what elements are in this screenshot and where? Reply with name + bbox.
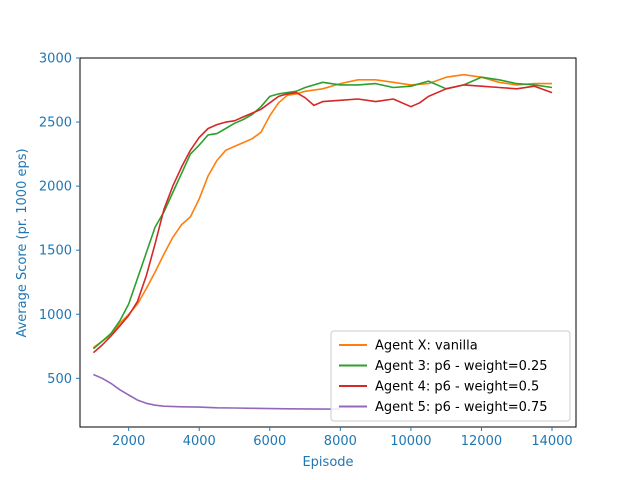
series-line-4	[93, 373, 341, 410]
x-tick-label: 2000	[112, 434, 145, 449]
axes-layer: 2000 4000 6000 8000 10000 12000 14000 500 1000 15…	[39, 52, 577, 449]
legend-box	[330, 330, 571, 422]
series-line-1	[92, 73, 552, 349]
y-tick-label: 500	[47, 372, 72, 387]
series-line-2	[92, 76, 553, 350]
series-line-3	[92, 84, 553, 354]
x-tick-label: 14000	[531, 434, 572, 449]
series-layer	[92, 73, 553, 410]
legend-label-4: Agent 5: p6 - weight=0.75	[375, 400, 548, 415]
y-tick-label: 1500	[39, 244, 72, 259]
x-tick-label: 4000	[183, 434, 216, 449]
legend-label-3: Agent 4: p6 - weight=0.5	[375, 380, 539, 395]
legend-label-2: Agent 3: p6 - weight=0.25	[375, 359, 548, 374]
y-tick-label: 2500	[39, 116, 72, 131]
x-tick-label: 10000	[390, 434, 431, 449]
legend: Agent X: vanilla Agent 3: p6 - weight=0.2…	[330, 330, 571, 422]
x-axis-label: Episode	[302, 455, 353, 470]
x-tick-label: 12000	[461, 434, 502, 449]
x-tick-label: 8000	[324, 434, 357, 449]
x-tick-label: 6000	[253, 434, 286, 449]
y-tick-label: 1000	[39, 308, 72, 323]
plot-frame	[79, 57, 577, 428]
y-axis-label: Average Score (pr. 1000 eps)	[15, 148, 30, 337]
y-tick-label: 2000	[39, 180, 72, 195]
legend-label-1: Agent X: vanilla	[375, 339, 478, 354]
y-tick-label: 3000	[39, 52, 72, 67]
